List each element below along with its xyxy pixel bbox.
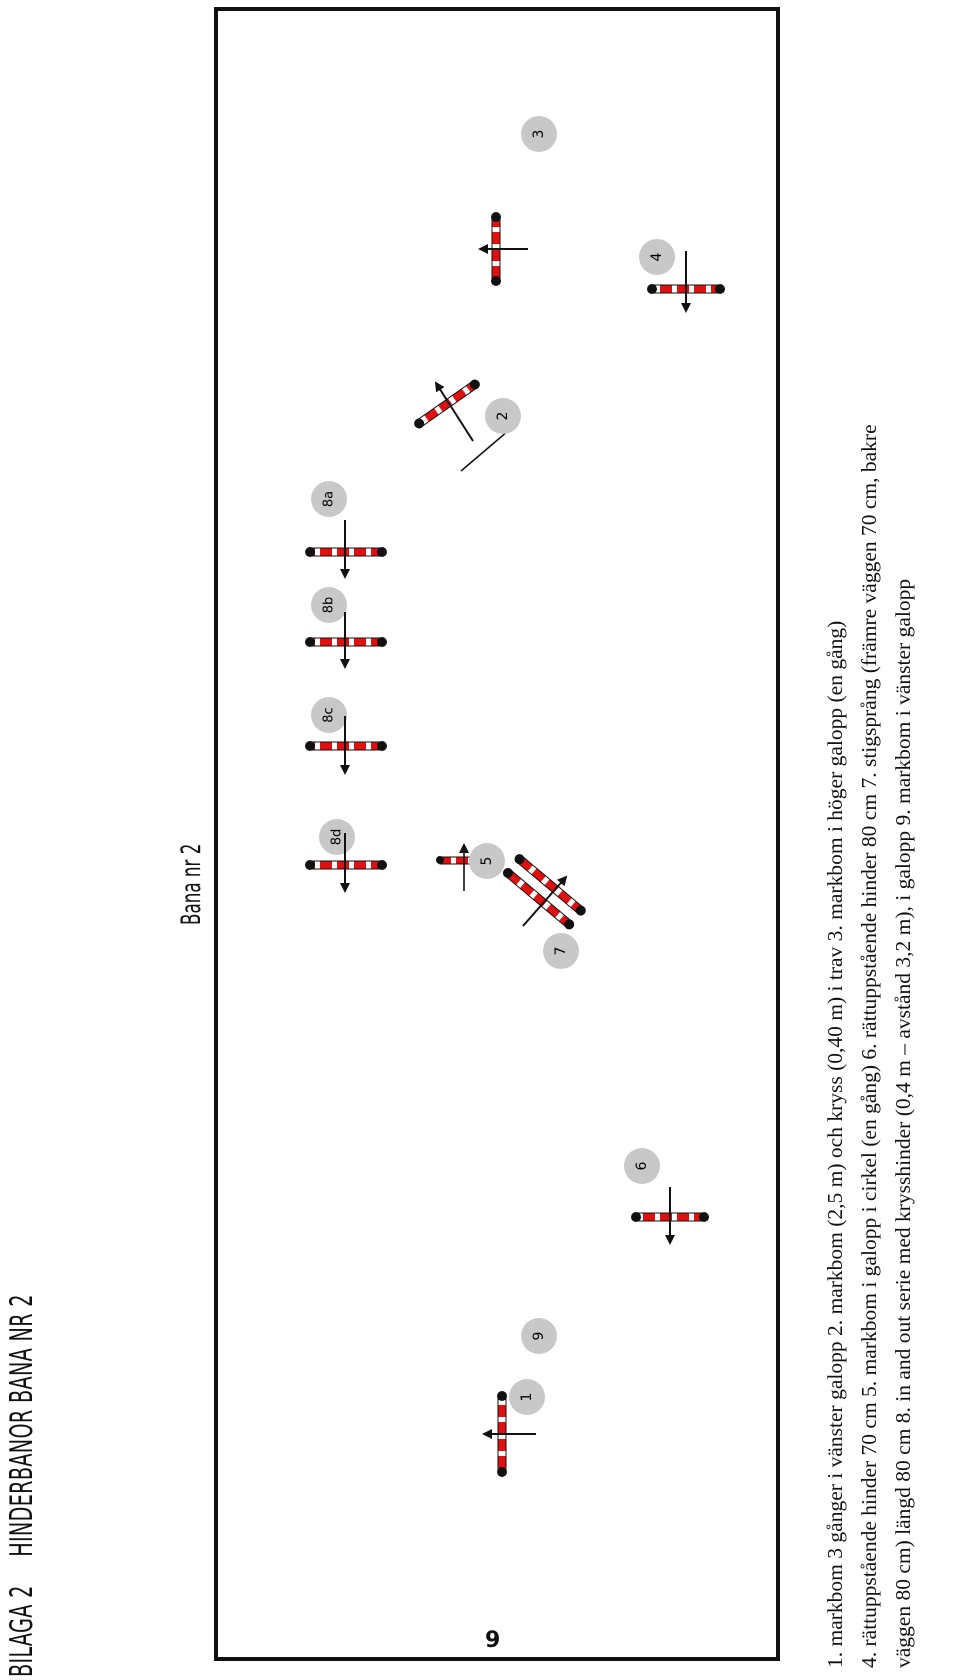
svg-text:2: 2 — [495, 412, 511, 421]
legend-line-2: 4. rättuppstående hinder 70 cm 5. markbo… — [857, 424, 881, 1668]
legend-line-1: 1. markbom 3 gånger i vänster galopp 2. … — [823, 620, 847, 1668]
svg-text:5: 5 — [479, 857, 495, 866]
page-title: HINDERBANOR BANA NR 2 — [4, 1294, 40, 1557]
page-heading: BILAGA 2 HINDERBANOR BANA NR 2 — [4, 1294, 40, 1677]
obstacle-8b-pole — [305, 612, 387, 669]
marker-1: 1 — [509, 1379, 545, 1415]
obstacle-2-pole — [414, 379, 509, 472]
obstacle-8c-pole — [305, 716, 387, 775]
obstacle-8d-pole — [305, 833, 387, 893]
svg-text:6: 6 — [634, 1161, 650, 1170]
obstacle-3-pole — [478, 212, 528, 286]
svg-text:3: 3 — [531, 130, 547, 139]
marker-7: 7 — [543, 933, 579, 969]
svg-text:1: 1 — [519, 1393, 535, 1402]
marker-8b: 8b — [311, 587, 347, 623]
svg-text:8b: 8b — [322, 597, 337, 614]
marker-5: 5 — [469, 843, 505, 879]
obstacle-8a-pole — [305, 520, 387, 579]
legend: 1. markbom 3 gånger i vänster galopp 2. … — [818, 424, 920, 1668]
course-diagram: 3 4 2 8a — [305, 116, 725, 1477]
obstacle-4-pole — [647, 251, 725, 313]
obstacle-6-pole — [631, 1187, 709, 1245]
svg-text:8c: 8c — [322, 707, 337, 722]
obstacle-1-pole — [482, 1391, 536, 1477]
marker-4: 4 — [639, 239, 675, 275]
svg-text:7: 7 — [553, 947, 569, 956]
marker-8a: 8a — [311, 481, 347, 517]
marker-2: 2 — [485, 398, 521, 434]
marker-8c: 8c — [311, 697, 347, 733]
legend-line-3: väggen 80 cm) längd 80 cm 8. in and out … — [891, 578, 915, 1668]
marker-8d: 8d — [319, 819, 355, 855]
svg-text:9: 9 — [531, 1332, 547, 1341]
marker-6: 6 — [624, 1148, 660, 1184]
svg-text:8a: 8a — [322, 491, 337, 507]
obstacle-7-poles — [502, 854, 586, 930]
annex-label: BILAGA 2 — [4, 1585, 40, 1677]
course-title: Bana nr 2 — [176, 843, 207, 925]
svg-text:4: 4 — [649, 252, 665, 261]
marker-9: 9 — [521, 1318, 557, 1354]
page-number: 9 — [485, 1628, 501, 1653]
svg-text:8d: 8d — [330, 829, 345, 846]
marker-3: 3 — [521, 116, 557, 152]
arena: 3 4 2 8a — [214, 7, 780, 1661]
